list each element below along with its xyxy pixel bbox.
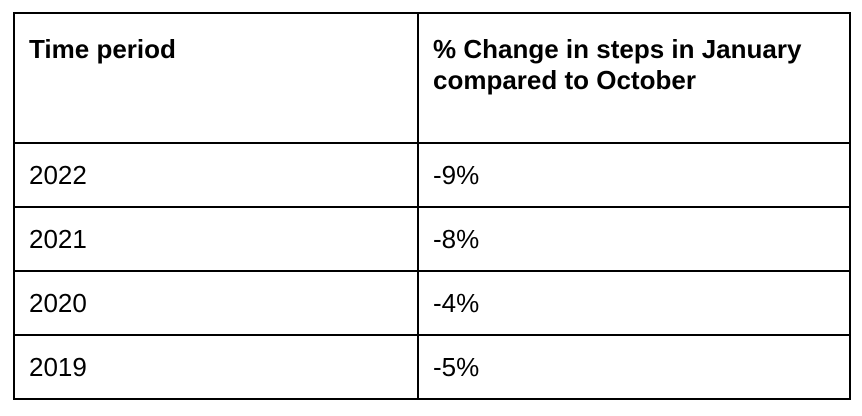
cell-percent-change: -5%: [417, 334, 851, 400]
header-percent-change: % Change in steps in January compared to…: [417, 12, 851, 144]
cell-percent-change: -4%: [417, 270, 851, 336]
cell-percent-change: -9%: [417, 142, 851, 208]
cell-time-period: 2019: [13, 334, 419, 400]
cell-time-period: 2022: [13, 142, 419, 208]
data-table-container: Time period % Change in steps in January…: [13, 12, 851, 400]
cell-time-period: 2021: [13, 206, 419, 272]
table-row: 2019 -5%: [13, 334, 851, 400]
table-row: 2021 -8%: [13, 206, 851, 272]
header-time-period: Time period: [13, 12, 419, 144]
steps-change-table: Time period % Change in steps in January…: [13, 12, 851, 400]
table-row: 2022 -9%: [13, 142, 851, 208]
table-row: 2020 -4%: [13, 270, 851, 336]
cell-time-period: 2020: [13, 270, 419, 336]
cell-percent-change: -8%: [417, 206, 851, 272]
table-header-row: Time period % Change in steps in January…: [13, 12, 851, 144]
